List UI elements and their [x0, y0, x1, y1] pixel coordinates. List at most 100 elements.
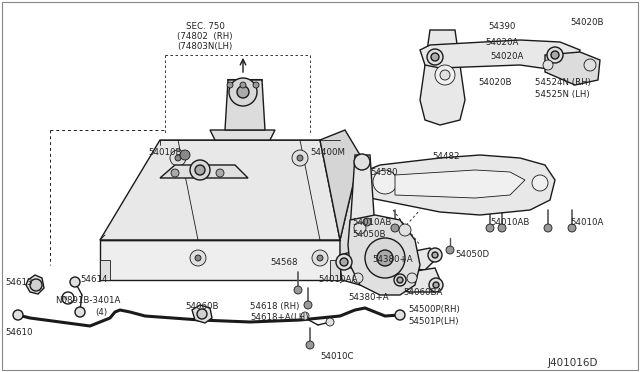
Polygon shape	[545, 52, 600, 85]
Text: (74802  (RH): (74802 (RH)	[177, 32, 233, 41]
Circle shape	[353, 273, 363, 283]
Polygon shape	[340, 265, 440, 292]
Circle shape	[253, 82, 259, 88]
Text: (74803N(LH): (74803N(LH)	[177, 42, 232, 51]
Polygon shape	[100, 260, 110, 280]
Text: 54380+A: 54380+A	[372, 255, 413, 264]
Circle shape	[340, 258, 348, 266]
Text: 54050B: 54050B	[352, 230, 385, 239]
Circle shape	[30, 279, 42, 291]
Circle shape	[407, 273, 417, 283]
Polygon shape	[330, 260, 340, 280]
Text: 54020B: 54020B	[478, 78, 511, 87]
Circle shape	[227, 82, 233, 88]
Text: 54050D: 54050D	[455, 250, 489, 259]
Text: 54060BA: 54060BA	[403, 288, 442, 297]
Text: 54400M: 54400M	[310, 148, 345, 157]
Polygon shape	[395, 170, 525, 198]
Circle shape	[544, 224, 552, 232]
Circle shape	[304, 301, 312, 309]
Circle shape	[336, 254, 352, 270]
Circle shape	[170, 150, 186, 166]
Text: 54060B: 54060B	[185, 302, 218, 311]
Polygon shape	[192, 305, 212, 323]
Text: 54500P(RH): 54500P(RH)	[408, 305, 460, 314]
Polygon shape	[26, 275, 44, 294]
Circle shape	[292, 150, 308, 166]
Text: J401016D: J401016D	[548, 358, 598, 368]
Text: N: N	[63, 295, 67, 301]
Circle shape	[195, 255, 201, 261]
Circle shape	[446, 246, 454, 254]
Text: 54613: 54613	[5, 278, 33, 287]
Circle shape	[551, 51, 559, 59]
Circle shape	[532, 175, 548, 191]
Circle shape	[301, 312, 309, 320]
Text: 54580: 54580	[370, 168, 397, 177]
Text: 54524N (RH): 54524N (RH)	[535, 78, 591, 87]
Circle shape	[373, 170, 397, 194]
Circle shape	[428, 248, 442, 262]
Circle shape	[440, 70, 450, 80]
Circle shape	[70, 277, 80, 287]
Circle shape	[62, 292, 74, 304]
Text: 54010A: 54010A	[570, 218, 604, 227]
Text: 54618+A(LH): 54618+A(LH)	[250, 313, 308, 322]
Polygon shape	[340, 155, 360, 280]
Circle shape	[190, 160, 210, 180]
Polygon shape	[210, 130, 275, 140]
Circle shape	[294, 286, 302, 294]
Circle shape	[13, 310, 23, 320]
Circle shape	[395, 310, 405, 320]
Circle shape	[240, 82, 246, 88]
Circle shape	[427, 49, 443, 65]
Text: 54618 (RH): 54618 (RH)	[250, 302, 300, 311]
Circle shape	[394, 274, 406, 286]
Circle shape	[432, 252, 438, 258]
Text: 54010AA: 54010AA	[318, 275, 358, 284]
Text: 54614: 54614	[80, 275, 108, 284]
Text: 54390: 54390	[488, 22, 515, 31]
Text: 54525N (LH): 54525N (LH)	[535, 90, 589, 99]
Polygon shape	[225, 80, 265, 130]
Polygon shape	[340, 248, 435, 270]
Circle shape	[229, 78, 257, 106]
Circle shape	[190, 250, 206, 266]
Text: 54482: 54482	[432, 152, 460, 161]
Text: 54020A: 54020A	[485, 38, 518, 47]
Polygon shape	[348, 215, 420, 295]
Circle shape	[354, 222, 366, 234]
Circle shape	[195, 165, 205, 175]
Circle shape	[237, 86, 249, 98]
Circle shape	[180, 150, 190, 160]
Text: 54010B: 54010B	[148, 148, 182, 157]
Circle shape	[543, 60, 553, 70]
Circle shape	[486, 224, 494, 232]
Circle shape	[317, 255, 323, 261]
Circle shape	[326, 318, 334, 326]
Circle shape	[216, 169, 224, 177]
Text: SEC. 750: SEC. 750	[186, 22, 225, 31]
Circle shape	[377, 250, 393, 266]
Circle shape	[306, 341, 314, 349]
Circle shape	[498, 224, 506, 232]
Text: N0891B-3401A: N0891B-3401A	[55, 296, 120, 305]
Polygon shape	[100, 240, 340, 280]
Text: 54010C: 54010C	[320, 352, 353, 361]
Text: 54010AB: 54010AB	[490, 218, 529, 227]
Text: 54010AB: 54010AB	[352, 218, 392, 227]
Polygon shape	[160, 165, 248, 178]
Circle shape	[391, 224, 399, 232]
Circle shape	[175, 155, 181, 161]
Circle shape	[433, 282, 439, 288]
Text: 54568: 54568	[270, 258, 298, 267]
Circle shape	[568, 224, 576, 232]
Text: 54610: 54610	[5, 328, 33, 337]
Polygon shape	[420, 30, 465, 125]
Circle shape	[363, 218, 371, 226]
Polygon shape	[420, 40, 580, 70]
Polygon shape	[320, 130, 360, 240]
Text: (4): (4)	[95, 308, 107, 317]
Circle shape	[354, 154, 370, 170]
Circle shape	[470, 172, 490, 192]
